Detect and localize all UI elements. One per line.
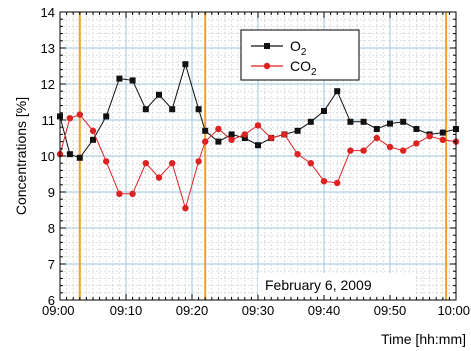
data-point-circle [320, 178, 328, 185]
y-tick-label: 13 [41, 41, 55, 56]
data-point-square [129, 77, 136, 84]
y-tick-label: 14 [41, 5, 55, 20]
legend: O2 CO2 [240, 29, 360, 81]
data-point-square [439, 129, 446, 136]
data-point-square [413, 126, 420, 132]
data-point-square [169, 106, 176, 113]
data-point-square [182, 61, 189, 68]
data-point-square [156, 91, 162, 98]
data-point-square [400, 118, 407, 125]
data-point-square [195, 106, 202, 113]
date-label-bg [258, 273, 414, 295]
data-point-square [66, 151, 73, 158]
data-point-circle [307, 160, 314, 167]
y-tick-label: 12 [41, 77, 55, 92]
data-point-circle [142, 160, 149, 167]
data-point-circle [228, 136, 235, 143]
y-axis-title: Concentrations [%] [13, 97, 29, 215]
x-tick-label: 09:20 [176, 303, 209, 318]
data-point-square [255, 142, 261, 149]
data-point-circle [169, 160, 176, 167]
y-tick-label: 7 [48, 257, 55, 272]
data-point-circle [268, 134, 275, 142]
legend-marker-co2 [263, 62, 271, 70]
data-point-circle [413, 140, 420, 147]
data-point-circle [334, 179, 341, 187]
data-point-circle [76, 111, 84, 118]
data-point-square [373, 126, 380, 132]
data-point-square [307, 118, 314, 125]
data-point-circle [116, 190, 123, 197]
data-point-square [202, 127, 209, 134]
legend-label-co2-main: CO [290, 58, 311, 74]
y-tick-label: 8 [48, 221, 55, 236]
data-point-circle [426, 133, 433, 140]
x-tick-label: 09:00 [42, 303, 75, 318]
data-point-square [142, 106, 149, 113]
x-axis-title: Time [hh:mm] [381, 331, 466, 347]
legend-label-co2: CO2 [290, 58, 317, 78]
data-point-square [387, 120, 393, 127]
data-point-circle [129, 190, 136, 197]
date-annotation: February 6, 2009 [265, 277, 372, 293]
data-point-circle [103, 158, 110, 165]
x-tick-label: 09:50 [374, 303, 407, 318]
data-point-square [228, 131, 235, 138]
data-point-circle [241, 131, 248, 138]
data-point-circle [281, 131, 288, 138]
legend-label-co2-sub: 2 [311, 67, 317, 78]
data-point-circle [66, 115, 74, 122]
data-point-circle [202, 138, 209, 145]
x-tick-label: 09:10 [110, 303, 143, 318]
y-tick-label: 11 [42, 113, 56, 128]
x-tick-label: 09:30 [242, 303, 275, 318]
legend-label-o2-main: O [290, 38, 301, 54]
data-point-circle [155, 174, 163, 181]
data-point-square [76, 154, 83, 161]
data-point-circle [400, 147, 407, 154]
data-point-square [103, 113, 110, 120]
data-point-circle [215, 125, 222, 133]
y-tick-label: 10 [41, 149, 55, 164]
data-point-circle [347, 147, 354, 154]
data-point-circle [195, 158, 202, 165]
data-point-square [321, 108, 327, 114]
legend-label-o2-sub: 2 [301, 47, 307, 58]
data-point-square [347, 118, 354, 125]
data-point-square [116, 75, 123, 82]
x-tick-label: 09:40 [308, 303, 341, 318]
legend-label-o2: O2 [290, 38, 307, 58]
data-point-circle [439, 136, 446, 143]
data-point-square [294, 127, 301, 134]
data-point-square [215, 138, 222, 145]
legend-box [240, 29, 360, 81]
data-point-circle [386, 143, 394, 151]
data-point-square [90, 136, 96, 143]
data-point-circle [254, 122, 262, 129]
data-point-circle [360, 147, 367, 154]
data-point-square [241, 135, 248, 141]
x-tick-label: 10:00 [437, 303, 470, 318]
data-point-circle [373, 134, 380, 142]
y-tick-label: 6 [48, 293, 55, 308]
data-point-circle [294, 151, 301, 158]
data-point-square [360, 118, 367, 125]
data-point-circle [182, 205, 189, 212]
legend-marker-o2 [264, 43, 270, 49]
y-tick-label: 9 [48, 185, 55, 200]
data-point-circle [89, 127, 97, 134]
data-point-square [334, 88, 341, 95]
